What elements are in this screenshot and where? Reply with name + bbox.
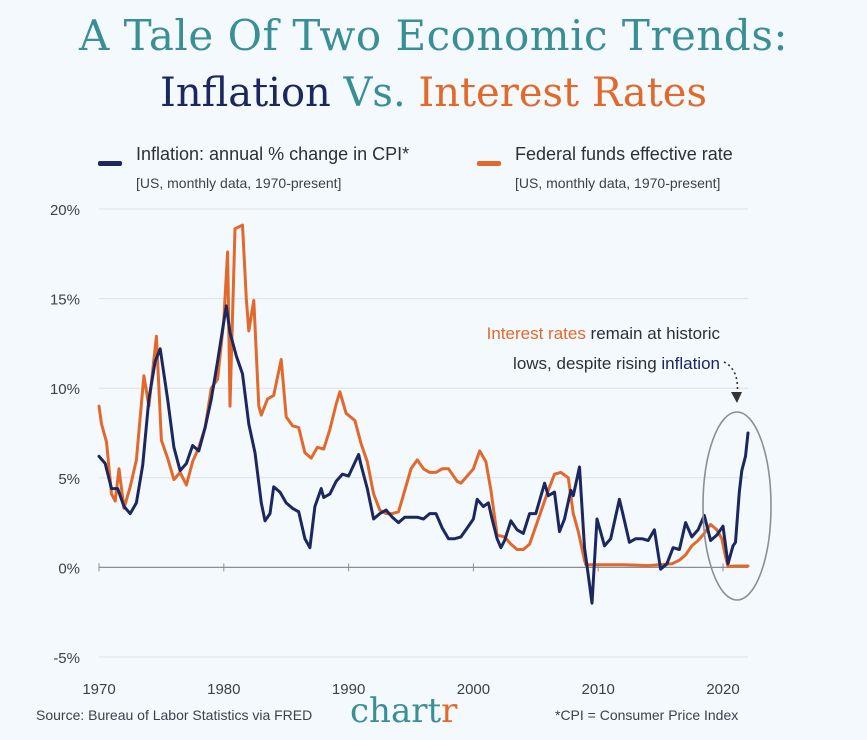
brand-text-chart: chart bbox=[350, 691, 442, 731]
annotation-arrowhead bbox=[731, 392, 742, 403]
y-tick-label: 0% bbox=[58, 560, 80, 577]
brand-logo: chartr bbox=[350, 689, 457, 733]
series-layer bbox=[97, 223, 750, 605]
title-interest-rates: Interest Rates bbox=[418, 70, 707, 116]
x-tick-label: 1990 bbox=[332, 681, 365, 698]
annotation-text-1: remain at historic bbox=[585, 324, 720, 343]
chart-title-line-1: A Tale Of Two Economic Trends: bbox=[0, 10, 867, 62]
x-tick-label: 2010 bbox=[582, 681, 615, 698]
annotation-marks bbox=[702, 361, 772, 601]
y-tick-label: -5% bbox=[53, 650, 80, 667]
annotation-inflation: inflation bbox=[661, 354, 720, 373]
axis-layer: -5% 0% 5% 10% 15% 20% 1970 1980 1990 2000 2010 2020 bbox=[50, 202, 748, 698]
annotation-text: Interest rates remain at historic lows, … bbox=[430, 319, 720, 379]
y-tick-label: 5% bbox=[58, 471, 80, 488]
x-tick-label: 1980 bbox=[207, 681, 240, 698]
legend-swatch-inflation bbox=[98, 161, 122, 166]
legend-swatch-fed bbox=[477, 161, 501, 166]
annotation-text-2: lows, despite rising bbox=[513, 354, 662, 373]
grid-layer bbox=[99, 208, 748, 658]
annotation-interest-rates: Interest rates bbox=[486, 324, 586, 343]
cpi-footnote: *CPI = Consumer Price Index bbox=[555, 707, 739, 723]
legend-sub-fed: [US, monthly data, 1970-present] bbox=[515, 175, 721, 191]
series-line-fed-funds bbox=[97, 223, 750, 568]
title-vs: Vs. bbox=[343, 70, 406, 116]
highlight-ellipse bbox=[702, 411, 772, 601]
brand-text-r: r bbox=[441, 691, 458, 731]
y-tick-label: 10% bbox=[50, 381, 80, 398]
legend-label-fed: Federal funds effective rate bbox=[515, 144, 733, 164]
source-note: Source: Bureau of Labor Statistics via F… bbox=[36, 707, 313, 723]
y-tick-label: 20% bbox=[50, 202, 80, 219]
annotation-arrow bbox=[723, 361, 739, 397]
y-tick-label: 15% bbox=[50, 292, 80, 309]
chart-title-line-2: Inflation Vs. Interest Rates bbox=[0, 68, 867, 118]
x-tick-label: 2020 bbox=[706, 681, 739, 698]
title-inflation: Inflation bbox=[160, 70, 331, 116]
x-tick-label: 2000 bbox=[457, 681, 490, 698]
series-line-inflation bbox=[97, 304, 750, 605]
legend-sub-inflation: [US, monthly data, 1970-present] bbox=[136, 175, 342, 191]
legend-label-inflation: Inflation: annual % change in CPI* bbox=[136, 144, 410, 164]
title-text-1: A Tale Of Two Economic Trends: bbox=[78, 11, 789, 60]
x-tick-label: 1970 bbox=[82, 681, 115, 698]
